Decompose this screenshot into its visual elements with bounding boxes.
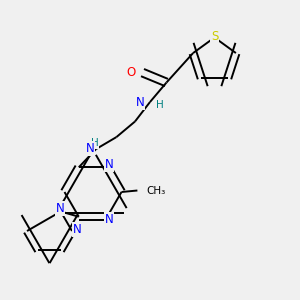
Text: N: N [104,213,113,226]
Text: N: N [136,96,145,109]
Text: N: N [56,202,64,215]
Text: H: H [156,100,164,110]
Text: N: N [72,223,81,236]
Text: CH₃: CH₃ [146,185,166,196]
Text: O: O [127,65,136,79]
Text: H: H [91,138,98,148]
Text: N: N [104,158,113,171]
Text: N: N [86,142,94,155]
Text: S: S [211,29,218,43]
